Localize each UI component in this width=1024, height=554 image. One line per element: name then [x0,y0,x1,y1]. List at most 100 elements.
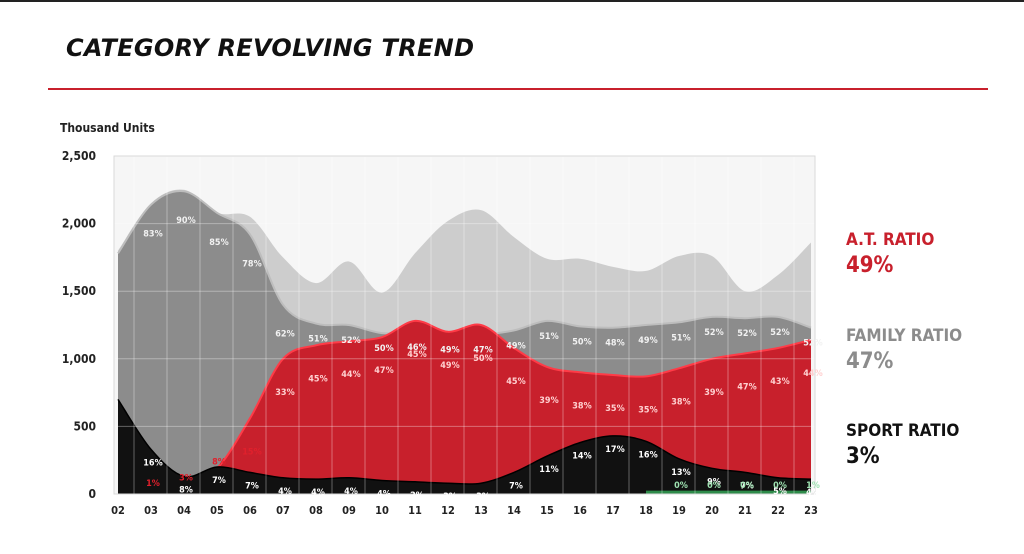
data-label-a-t: 3% [179,474,193,484]
plot-frame [113,155,816,495]
data-label-a-t: 39% [704,388,723,398]
data-label-family: 51% [308,335,327,345]
y-tick-label: 2,000 [62,217,96,231]
data-label-sport: 3% [476,492,490,502]
data-label-a-t: 49% [440,361,459,371]
title-divider [48,88,988,90]
x-tick-label: 08 [309,504,323,517]
at-ratio-label: A.T. RATIO [846,230,935,250]
x-tick-label: 16 [573,504,587,517]
data-label-sport: 7% [245,481,259,491]
data-label-other: 1% [806,481,820,491]
x-tick-label: 02 [111,504,125,517]
data-label-a-t: 38% [671,397,690,407]
data-label-a-t: 43% [770,377,789,387]
data-label-sport: 4% [311,488,325,498]
y-tick-label: 500 [73,419,96,433]
series-line-sport [117,398,812,485]
data-label-sport: 7% [740,481,754,491]
data-label-family: 52% [737,329,756,339]
x-tick-label: 19 [672,504,686,517]
data-label-family: 90% [176,216,195,226]
data-label-a-t: 1% [146,479,160,489]
data-label-family: 50% [374,344,393,354]
data-label-family: 50% [572,337,591,347]
x-tick-label: 11 [408,504,422,517]
family-ratio-value: 47% [846,349,894,374]
data-label-family: 48% [605,339,624,349]
data-label-family: 52% [803,339,822,349]
data-label-sport: 11% [539,465,558,475]
x-tick-label: 14 [507,504,521,517]
family-ratio-label: FAMILY RATIO [846,326,963,346]
x-tick-label: 23 [804,504,818,517]
x-tick-label: 21 [738,504,752,517]
y-tick-label: 2,500 [62,149,96,163]
data-label-family: 47% [473,345,492,355]
data-label-family: 52% [341,336,360,346]
series-line-at [117,319,812,494]
data-label-family: 51% [539,332,558,342]
at-ratio-value: 49% [846,253,894,278]
data-label-family: 62% [275,330,294,340]
y-tick-label: 0 [88,487,96,501]
data-label-family: 52% [770,328,789,338]
data-label-other: 0% [740,481,754,491]
x-tick-label: 05 [210,504,224,517]
data-label-sport: 14% [572,452,591,462]
data-label-other: 0% [707,481,721,491]
data-label-sport: 2% [410,491,424,501]
data-label-a-t: 15% [242,447,261,457]
data-label-family: 46% [407,343,426,353]
data-label-family: 83% [143,230,162,240]
y-tick-label: 1,000 [62,352,96,366]
data-label-other: 0% [773,481,787,491]
data-label-a-t: 44% [803,369,822,379]
data-label-a-t: 44% [341,370,360,380]
x-tick-label: 03 [144,504,158,517]
data-label-sport: 16% [143,458,162,468]
series-area-sport [118,399,811,494]
top-border [0,0,1024,2]
data-label-sport: 4% [377,489,391,499]
data-label-sport: 7% [509,481,523,491]
page-title: CATEGORY REVOLVING TREND [66,34,475,62]
data-label-sport: 4% [344,487,358,497]
data-label-a-t: 45% [308,374,327,384]
data-label-a-t: 8% [212,457,226,467]
data-label-family: 49% [638,336,657,346]
x-tick-label: 04 [177,504,191,517]
data-label-family: 49% [506,341,525,351]
x-tick-label: 15 [540,504,554,517]
data-label-family: 49% [440,345,459,355]
data-label-a-t: 35% [605,404,624,414]
data-label-a-t: 47% [374,366,393,376]
data-label-sport: 4% [806,488,820,498]
x-tick-label: 10 [375,504,389,517]
x-tick-label: 07 [276,504,290,517]
y-tick-label: 1,500 [62,284,96,298]
x-tick-label: 13 [474,504,488,517]
data-label-family: 52% [704,328,723,338]
data-label-family: 85% [209,238,228,248]
data-label-family: 78% [242,259,261,269]
x-tick-label: 18 [639,504,653,517]
data-label-sport: 8% [179,485,193,495]
data-label-a-t: 45% [407,350,426,360]
data-label-a-t: 35% [638,405,657,415]
data-label-sport: 16% [638,450,657,460]
series-area-other [646,490,811,494]
data-label-sport: 3% [443,492,457,502]
data-label-a-t: 50% [473,354,492,364]
y-axis-unit-label: Thousand Units [60,121,155,135]
data-label-a-t: 39% [539,396,558,406]
x-tick-label: 22 [771,504,785,517]
data-label-sport: 17% [605,445,624,455]
x-tick-label: 06 [243,504,257,517]
data-label-sport: 5% [773,487,787,497]
data-label-a-t: 47% [737,382,756,392]
x-tick-label: 12 [441,504,455,517]
data-label-other: 0% [674,481,688,491]
x-tick-label: 20 [705,504,719,517]
data-label-a-t: 33% [275,388,294,398]
